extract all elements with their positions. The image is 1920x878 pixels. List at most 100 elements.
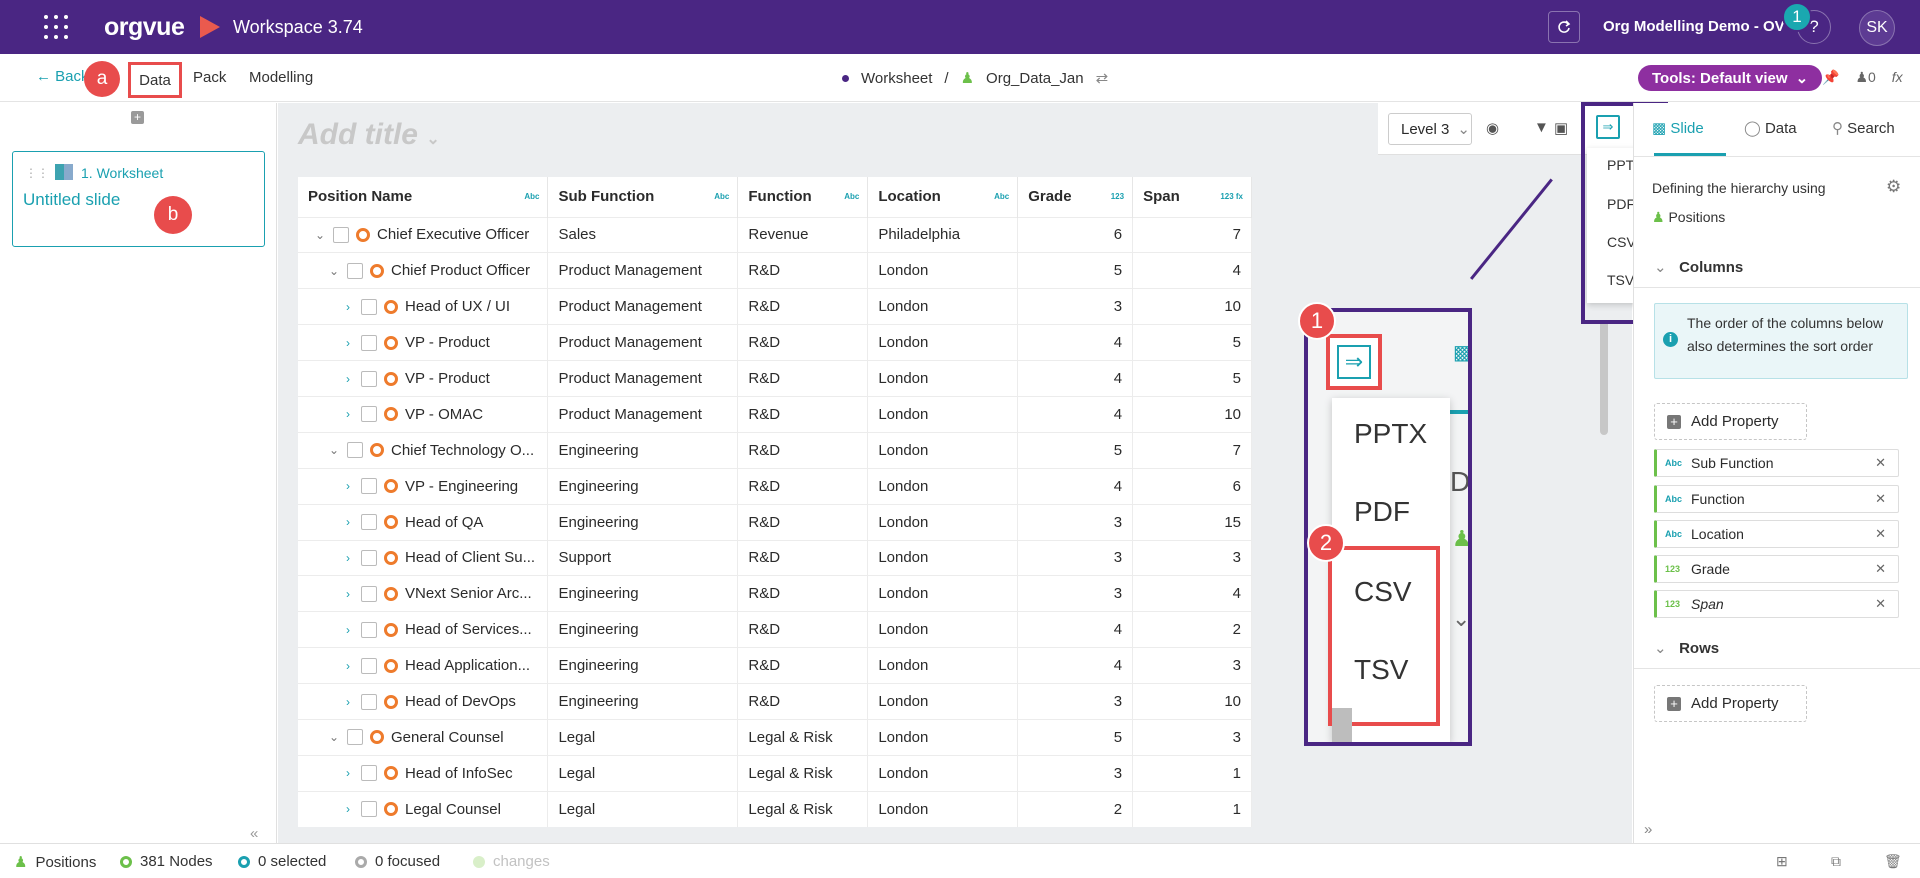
chevron-right-icon[interactable]: › bbox=[346, 802, 350, 817]
cell-function[interactable]: R&D bbox=[737, 503, 869, 541]
app-launcher-icon[interactable] bbox=[44, 15, 68, 39]
filter-icon[interactable]: ▼ bbox=[1534, 119, 1549, 136]
nav-modelling[interactable]: Modelling bbox=[249, 69, 314, 86]
notification-badge[interactable]: 1 bbox=[1782, 2, 1812, 32]
table-row[interactable]: › Legal Counsel Legal Legal & Risk London 2 1 bbox=[298, 790, 1252, 828]
cell-span[interactable]: 3 bbox=[1132, 539, 1252, 576]
row-checkbox[interactable] bbox=[333, 226, 349, 243]
chevron-down-icon[interactable]: ⌄ bbox=[314, 227, 326, 242]
cell-sub-function[interactable]: Engineering bbox=[547, 683, 739, 720]
add-column-property-button[interactable]: + Add Property bbox=[1654, 403, 1807, 440]
column-item-function[interactable]: Abc Function ✕ bbox=[1654, 485, 1899, 513]
cell-location[interactable]: London bbox=[867, 754, 1019, 792]
slide-title[interactable]: Untitled slide bbox=[23, 190, 121, 209]
row-checkbox[interactable] bbox=[361, 585, 377, 602]
cell-function[interactable]: R&D bbox=[737, 467, 869, 505]
table-row[interactable]: › VP - Product Product Management R&D London… bbox=[298, 324, 1252, 361]
header-position-name[interactable]: Position Name Abc bbox=[298, 177, 549, 217]
cell-span[interactable]: 1 bbox=[1132, 754, 1252, 792]
row-checkbox[interactable] bbox=[361, 478, 377, 495]
cell-grade[interactable]: 3 bbox=[1017, 575, 1134, 612]
cell-function[interactable]: R&D bbox=[737, 611, 869, 648]
table-row[interactable]: ⌄ General Counsel Legal Legal & Risk London 5… bbox=[298, 718, 1252, 756]
table-row[interactable]: › VP - OMAC Product Management R&D London 4 10 bbox=[298, 395, 1252, 433]
export-tsv[interactable]: TSV bbox=[1607, 272, 1635, 288]
formula-icon[interactable]: fx bbox=[1891, 69, 1903, 85]
chevron-right-icon[interactable]: › bbox=[346, 371, 350, 386]
chevron-right-icon[interactable]: › bbox=[346, 658, 350, 673]
tab-data[interactable]: ◯ Data bbox=[1744, 119, 1797, 137]
cell-grade[interactable]: 6 bbox=[1017, 216, 1134, 253]
level-select[interactable]: Level 3 ⌄ bbox=[1388, 113, 1472, 145]
cell-position-name[interactable]: › Head of Client Su... bbox=[298, 539, 549, 576]
columns-section-header[interactable]: ⌄ Columns bbox=[1654, 258, 1743, 276]
rows-section-header[interactable]: ⌄ Rows bbox=[1654, 639, 1719, 657]
table-row[interactable]: ⌄ Chief Technology O... Engineering R&D Lond… bbox=[298, 431, 1252, 469]
row-checkbox[interactable] bbox=[361, 514, 377, 531]
row-checkbox[interactable] bbox=[361, 801, 377, 818]
header-sub-function[interactable]: Sub Function Abc bbox=[547, 177, 739, 217]
column-item-location[interactable]: Abc Location ✕ bbox=[1654, 520, 1899, 548]
cell-sub-function[interactable]: Product Management bbox=[547, 360, 739, 397]
chevron-down-icon[interactable]: ⌄ bbox=[328, 443, 340, 458]
table-row[interactable]: › Head of Services... Engineering R&D London… bbox=[298, 611, 1252, 648]
add-slide-button[interactable]: + bbox=[131, 111, 144, 124]
tools-view-button[interactable]: Tools: Default view ⌄ bbox=[1638, 65, 1823, 91]
cell-span[interactable]: 2 bbox=[1132, 611, 1252, 648]
cell-position-name[interactable]: › VP - Product bbox=[298, 324, 549, 361]
cell-position-name[interactable]: › Head of QA bbox=[298, 503, 549, 541]
back-link[interactable]: ← Back bbox=[36, 68, 89, 85]
cell-location[interactable]: London bbox=[867, 718, 1019, 756]
row-checkbox[interactable] bbox=[361, 549, 377, 566]
cell-function[interactable]: R&D bbox=[737, 252, 869, 289]
tab-search[interactable]: ⚲ Search bbox=[1832, 119, 1895, 137]
users-count[interactable]: ♟0 bbox=[1855, 69, 1876, 85]
cell-sub-function[interactable]: Sales bbox=[547, 216, 739, 253]
cell-function[interactable]: R&D bbox=[737, 324, 869, 361]
cell-sub-function[interactable]: Legal bbox=[547, 718, 739, 756]
nav-pack[interactable]: Pack bbox=[193, 69, 227, 86]
cell-position-name[interactable]: › Head of InfoSec bbox=[298, 754, 549, 792]
remove-icon[interactable]: ✕ bbox=[1875, 526, 1886, 541]
cell-sub-function[interactable]: Legal bbox=[547, 754, 739, 792]
cell-position-name[interactable]: ⌄ Chief Technology O... bbox=[298, 431, 549, 469]
row-checkbox[interactable] bbox=[361, 298, 377, 315]
row-checkbox[interactable] bbox=[361, 657, 377, 674]
table-row[interactable]: › Head of DevOps Engineering R&D London 3 10 bbox=[298, 683, 1252, 720]
row-checkbox[interactable] bbox=[347, 442, 363, 459]
cell-function[interactable]: R&D bbox=[737, 647, 869, 684]
cell-location[interactable]: London bbox=[867, 503, 1019, 541]
cell-span[interactable]: 5 bbox=[1132, 360, 1252, 397]
table-row[interactable]: › Head Application... Engineering R&D London… bbox=[298, 647, 1252, 684]
cell-grade[interactable]: 5 bbox=[1017, 431, 1134, 469]
cell-position-name[interactable]: ⌄ General Counsel bbox=[298, 718, 549, 756]
table-row[interactable]: › VNext Senior Arc... Engineering R&D London… bbox=[298, 575, 1252, 612]
cell-grade[interactable]: 5 bbox=[1017, 252, 1134, 289]
chevron-right-icon[interactable]: › bbox=[346, 299, 350, 314]
cell-grade[interactable]: 2 bbox=[1017, 790, 1134, 828]
cell-position-name[interactable]: ⌄ Chief Executive Officer bbox=[298, 216, 549, 253]
cell-position-name[interactable]: › Head of Services... bbox=[298, 611, 549, 648]
collapse-left-icon[interactable]: « bbox=[250, 825, 259, 842]
add-node-icon[interactable]: ⊞ bbox=[1776, 853, 1788, 869]
cell-position-name[interactable]: › VP - Product bbox=[298, 360, 549, 397]
status-changes[interactable]: changes bbox=[473, 853, 550, 870]
header-grade[interactable]: Grade 123 bbox=[1017, 177, 1134, 217]
cell-grade[interactable]: 4 bbox=[1017, 467, 1134, 505]
breadcrumb-worksheet[interactable]: Worksheet bbox=[861, 69, 933, 87]
cell-position-name[interactable]: › VP - Engineering bbox=[298, 467, 549, 505]
cell-grade[interactable]: 3 bbox=[1017, 754, 1134, 792]
chevron-right-icon[interactable]: › bbox=[346, 766, 350, 781]
column-item-span[interactable]: 123 Span ✕ bbox=[1654, 590, 1899, 618]
tab-slide[interactable]: ▩ Slide bbox=[1652, 119, 1704, 137]
pin-icon[interactable]: 📌 bbox=[1822, 69, 1840, 85]
copy-icon[interactable]: ⧉ bbox=[1831, 853, 1841, 869]
cell-span[interactable]: 10 bbox=[1132, 683, 1252, 720]
cell-span[interactable]: 4 bbox=[1132, 575, 1252, 612]
chevron-right-icon[interactable]: › bbox=[346, 586, 350, 601]
cell-location[interactable]: London bbox=[867, 324, 1019, 361]
table-row[interactable]: ⌄ Chief Executive Officer Sales Revenue Phil… bbox=[298, 216, 1252, 253]
row-checkbox[interactable] bbox=[361, 765, 377, 782]
chevron-right-icon[interactable]: › bbox=[346, 479, 350, 494]
cell-span[interactable]: 10 bbox=[1132, 395, 1252, 433]
